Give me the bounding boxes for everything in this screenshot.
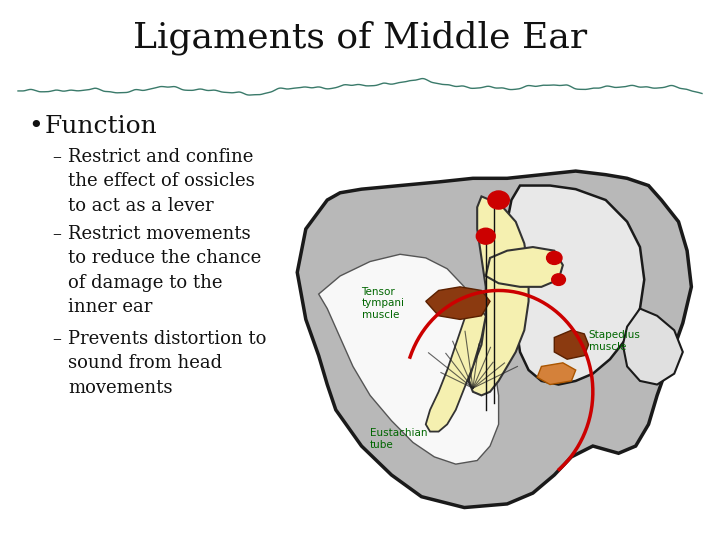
Polygon shape bbox=[507, 186, 644, 384]
Text: –: – bbox=[52, 225, 61, 243]
Text: Restrict movements
to reduce the chance
of damage to the
inner ear: Restrict movements to reduce the chance … bbox=[68, 225, 261, 316]
Text: Stapedius
muscle: Stapedius muscle bbox=[588, 330, 640, 352]
Polygon shape bbox=[537, 363, 576, 384]
Polygon shape bbox=[319, 254, 498, 464]
Text: •: • bbox=[28, 115, 42, 138]
Text: Restrict and confine
the effect of ossicles
to act as a lever: Restrict and confine the effect of ossic… bbox=[68, 148, 255, 214]
Text: Eustachian
tube: Eustachian tube bbox=[370, 428, 428, 449]
Circle shape bbox=[552, 274, 565, 286]
Polygon shape bbox=[426, 287, 490, 319]
Polygon shape bbox=[554, 330, 588, 359]
Text: Ligaments of Middle Ear: Ligaments of Middle Ear bbox=[133, 21, 587, 55]
Circle shape bbox=[546, 252, 562, 265]
Text: Prevents distortion to
sound from head
movements: Prevents distortion to sound from head m… bbox=[68, 330, 266, 396]
Text: –: – bbox=[52, 330, 61, 348]
Text: –: – bbox=[52, 148, 61, 166]
Circle shape bbox=[477, 228, 495, 244]
Polygon shape bbox=[469, 197, 528, 395]
Polygon shape bbox=[486, 247, 563, 287]
Polygon shape bbox=[623, 308, 683, 384]
Circle shape bbox=[488, 191, 509, 209]
Text: Function: Function bbox=[45, 115, 158, 138]
Polygon shape bbox=[426, 301, 486, 431]
Polygon shape bbox=[297, 171, 691, 508]
Text: Tensor
tympani
muscle: Tensor tympani muscle bbox=[361, 287, 405, 320]
